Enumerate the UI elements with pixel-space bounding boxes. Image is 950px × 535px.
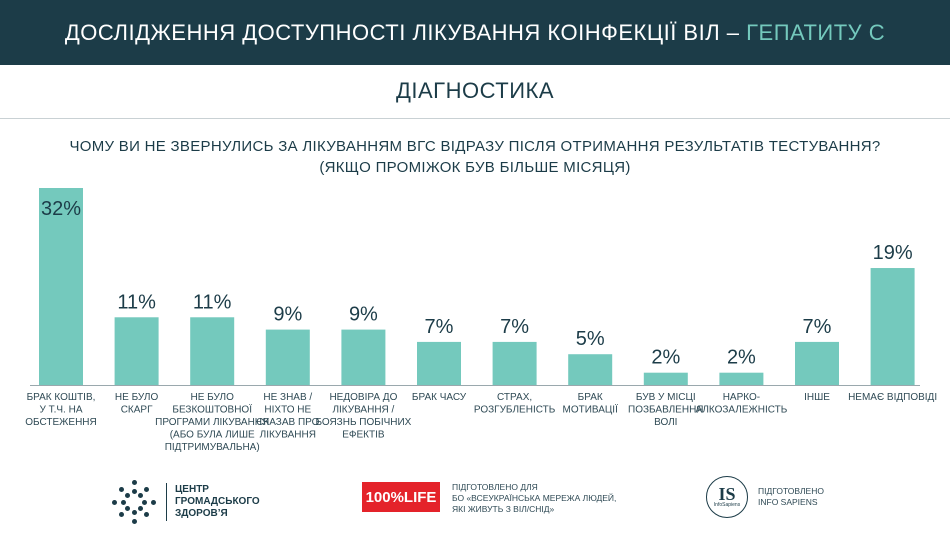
bar-4 [341,329,386,385]
bar-2 [190,317,235,385]
logo-dot [138,506,143,511]
category-label-4: НЕДОВІРА ДО ЛІКУВАННЯ / БОЯЗНЬ ПОБІЧНИХ ЕФЕ… [315,392,411,441]
value-label-4: 9% [349,304,378,326]
logo2-line-2: БО «ВСЕУКРАЇНСЬКА МЕРЕЖА ЛЮДЕЙ, [452,493,617,503]
logo-dot [131,480,137,485]
category-label-11: НЕМАЄ ВІДПОВІДІ [848,392,937,403]
question-block: ЧОМУ ВИ НЕ ЗВЕРНУЛИСЬ ЗА ЛІКУВАННЯМ ВГС … [0,136,950,178]
section-title: ДІАГНОСТИКА [396,78,554,103]
logo-dot [119,487,124,492]
logo-dot [131,489,137,494]
category-label-10: ІНШЕ [804,392,830,403]
logo3-line-2: INFO SAPIENS [758,497,818,507]
logo-divider [166,483,167,521]
public-health-dots-icon [112,480,156,524]
header-title: ДОСЛІДЖЕННЯ ДОСТУПНОСТІ ЛІКУВАННЯ КОІНФЕ… [65,20,885,46]
bar-1 [114,317,159,385]
bar-6 [492,341,537,385]
logo-dot [125,493,130,498]
value-label-5: 7% [425,316,454,338]
is-letters: IS [718,484,736,504]
category-label-5: БРАК ЧАСУ [412,392,467,403]
header-bar: ДОСЛІДЖЕННЯ ДОСТУПНОСТІ ЛІКУВАННЯ КОІНФЕ… [0,0,950,65]
bar-3 [265,329,310,385]
value-label-7: 5% [576,328,605,350]
bar-8 [643,372,688,385]
footer: ЦЕНТР ГРОМАДСЬКОГО ЗДОРОВ’Я 100%LIFE ПІД… [0,470,950,530]
header-title-main: ДОСЛІДЖЕННЯ ДОСТУПНОСТІ ЛІКУВАННЯ КОІНФЕ… [64,19,747,45]
logo-dot [119,512,124,517]
header-title-accent: ГЕПАТИТУ С [746,19,886,45]
logo-dot [131,510,137,515]
bar-7 [568,354,613,385]
section-divider [0,118,950,119]
logo-dot [138,493,143,498]
bar-10 [795,341,839,385]
logo-dot [131,519,137,524]
logo-dot [144,512,149,517]
logo2-line-3: ЯКІ ЖИВУТЬ З ВІЛ/СНІД» [452,504,555,514]
logo2-line-1: ПІДГОТОВЛЕНО ДЛЯ [452,482,538,492]
question-line-2: (ЯКЩО ПРОМІЖОК БУВ БІЛЬШЕ МІСЯЦЯ) [319,159,631,176]
logo-100-life: 100%LIFE ПІДГОТОВЛЕНО ДЛЯ БО «ВСЕУКРАЇНС… [362,482,622,515]
logo-info-sapiens: IS InfoSapiens ПІДГОТОВЛЕНО INFO SAPIENS [706,476,824,518]
question-line-1: ЧОМУ ВИ НЕ ЗВЕРНУЛИСЬ ЗА ЛІКУВАННЯМ ВГС … [69,138,881,155]
logo-dot [121,499,126,505]
value-label-0: 32% [41,198,81,220]
logo-public-health-center: ЦЕНТР ГРОМАДСЬКОГО ЗДОРОВ’Я [112,480,260,524]
logo-dot [125,506,130,511]
category-label-3: НЕ ЗНАВ / НІХТО НЕ СКАЗАВ ПРО ЛІКУВАННЯ [256,392,319,441]
category-label-1: НЕ БУЛО СКАРГ [115,392,159,416]
value-label-11: 19% [873,242,913,264]
category-label-7: БРАК МОТИВАЦІЇ [563,392,619,416]
logo3-line-1: ПІДГОТОВЛЕНО [758,486,824,496]
value-label-3: 9% [273,304,302,326]
bar-9 [719,372,764,385]
logo1-line-3: ЗДОРОВ’Я [175,508,228,519]
value-label-2: 11% [193,291,232,313]
100-life-badge: 100%LIFE [362,482,440,512]
logo-dot [112,499,117,505]
bar-0 [39,188,83,385]
info-sapiens-icon: IS InfoSapiens [706,476,748,518]
value-label-10: 7% [803,316,832,338]
logo1-line-2: ГРОМАДСЬКОГО [175,496,260,507]
value-label-1: 11% [117,291,156,313]
category-label-6: СТРАХ, РОЗГУБЛЕНІСТЬ [474,392,556,416]
logo-dot [144,487,149,492]
logo-dot [142,499,147,505]
value-label-8: 2% [651,347,680,369]
logo1-line-1: ЦЕНТР [175,484,209,495]
value-label-6: 7% [500,316,529,338]
is-sub: InfoSapiens [713,502,741,508]
category-label-8: БУВ У МІСЦІ ПОЗБАВЛЕННЯ ВОЛІ [628,392,703,428]
category-label-9: НАРКО-АЛКОЗАЛЕЖНІСТЬ [695,392,787,416]
value-label-9: 2% [727,347,756,369]
bar-11 [870,268,915,385]
logo-dot [151,499,156,505]
category-label-2: НЕ БУЛО БЕЗКОШТОВНОЇ ПРОГРАМИ ЛІКУВАННЯ (АБ… [155,392,269,453]
category-label-0: БРАК КОШТІВ, У Т.Ч. НА ОБСТЕЖЕННЯ [25,392,96,428]
bar-5 [417,341,461,385]
